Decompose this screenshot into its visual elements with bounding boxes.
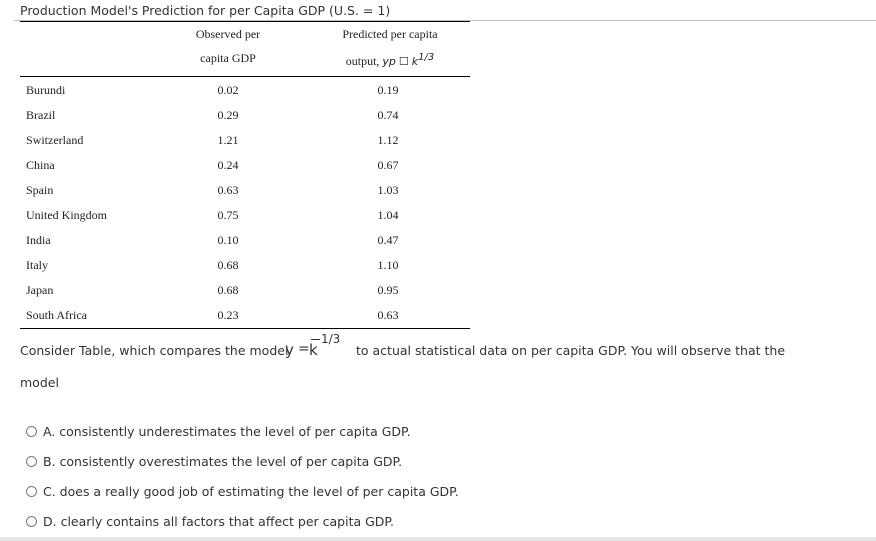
header-predicted-line2: output, yp ☐ k1/3 [318, 46, 462, 74]
header-observed-line1: Observed per [195, 27, 261, 41]
formula-equals: = [298, 341, 310, 357]
table-row: Japan 0.68 0.95 [20, 278, 470, 303]
table-row: Spain 0.63 1.03 [20, 178, 470, 203]
table-row: South Africa 0.23 0.63 [20, 303, 470, 328]
option-d-label[interactable]: D. clearly contains all factors that aff… [43, 513, 394, 529]
country-cell: South Africa [26, 308, 87, 322]
predicted-cell: 1.12 [377, 133, 399, 147]
country-cell: China [26, 158, 55, 172]
observed-cell: 0.02 [217, 83, 239, 97]
formula-k-bar [311, 339, 320, 340]
table-row: China 0.24 0.67 [20, 153, 470, 178]
option-b[interactable]: B. consistently overestimates the level … [26, 452, 402, 470]
header-observed: Observed per capita GDP [158, 22, 298, 70]
predicted-cell: 1.10 [377, 258, 399, 272]
country-cell: Brazil [26, 108, 56, 122]
option-b-label[interactable]: B. consistently overestimates the level … [43, 453, 403, 469]
observed-cell: 0.75 [217, 208, 239, 222]
formula-exponent: 1/3 [321, 332, 341, 346]
table-row: United Kingdom 0.75 1.04 [20, 203, 470, 228]
table-top-rule [20, 21, 470, 22]
title-divider [14, 20, 876, 21]
table-row: Brazil 0.29 0.74 [20, 103, 470, 128]
predicted-cell: 0.47 [377, 233, 399, 247]
option-d[interactable]: D. clearly contains all factors that aff… [26, 512, 394, 530]
formula-y: y [285, 341, 294, 359]
country-cell: Burundi [26, 83, 66, 97]
option-c-label[interactable]: C. does a really good job of estimating … [43, 483, 459, 499]
question-text-line2: model [20, 375, 59, 390]
header-predicted-yp: yp [382, 55, 396, 68]
table-bottom-rule [20, 328, 470, 329]
predicted-cell: 0.74 [377, 108, 399, 122]
question-text-before: Consider Table, which compares the model [20, 343, 289, 358]
radio-icon[interactable] [26, 485, 37, 497]
option-a[interactable]: A. consistently underestimates the level… [26, 422, 411, 440]
page-bottom-edge [0, 537, 876, 541]
country-cell: United Kingdom [26, 208, 107, 222]
observed-cell: 0.68 [217, 283, 239, 297]
table-row: Burundi 0.02 0.19 [20, 78, 470, 103]
question-text-after: to actual statistical data on per capita… [356, 343, 786, 358]
predicted-cell: 0.19 [377, 83, 399, 97]
country-cell: Italy [26, 258, 48, 272]
option-c[interactable]: C. does a really good job of estimating … [26, 482, 459, 500]
predicted-cell: 1.03 [377, 183, 399, 197]
formula-k: k [309, 341, 318, 359]
proportional-symbol-icon: ☐ [398, 55, 409, 68]
country-cell: Switzerland [26, 133, 84, 147]
radio-icon[interactable] [26, 455, 37, 467]
observed-cell: 0.63 [217, 183, 239, 197]
predicted-cell: 0.67 [377, 158, 399, 172]
observed-cell: 1.21 [217, 133, 239, 147]
country-cell: India [26, 233, 51, 247]
radio-icon[interactable] [26, 425, 37, 437]
predicted-cell: 1.04 [377, 208, 399, 222]
option-a-label[interactable]: A. consistently underestimates the level… [43, 423, 411, 439]
question-title: Production Model's Prediction for per Ca… [20, 3, 391, 18]
observed-cell: 0.23 [217, 308, 239, 322]
table-row: India 0.10 0.47 [20, 228, 470, 253]
header-predicted-exponent: 1/3 [418, 52, 435, 63]
table-row: Switzerland 1.21 1.12 [20, 128, 470, 153]
header-predicted-line1: Predicted per capita [342, 27, 438, 41]
header-predicted-output-label: output, [345, 54, 383, 68]
header-predicted: Predicted per capita output, yp ☐ k1/3 [318, 22, 462, 74]
observed-cell: 0.68 [217, 258, 239, 272]
predicted-cell: 0.95 [377, 283, 399, 297]
header-predicted-k: k [411, 55, 419, 68]
predicted-cell: 0.63 [377, 308, 399, 322]
model-formula: y = k 1/3 [285, 332, 355, 359]
observed-cell: 0.29 [217, 108, 239, 122]
observed-cell: 0.10 [217, 233, 239, 247]
radio-icon[interactable] [26, 515, 37, 527]
observed-cell: 0.24 [217, 158, 239, 172]
table-header-rule [20, 76, 470, 77]
country-cell: Japan [26, 283, 54, 297]
header-observed-line2: capita GDP [200, 51, 256, 65]
country-cell: Spain [26, 183, 54, 197]
table-row: Italy 0.68 1.10 [20, 253, 470, 278]
